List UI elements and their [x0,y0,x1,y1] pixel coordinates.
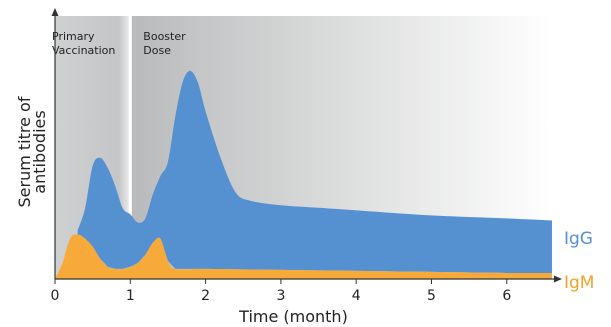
x-tick-label: 0 [51,288,60,304]
x-axis-arrow [553,275,562,283]
labels: Time (month) Serum titre ofantibodies IgG I… [15,96,594,326]
phase-label-line: Dose [143,44,171,57]
x-tick-label: 3 [276,288,285,304]
phase-label-line: Vaccination [52,44,115,57]
series-label-igm: IgM [564,273,594,293]
x-axis-label: Time (month) [238,307,348,326]
x-tick-label: 1 [126,288,135,304]
series-layer [55,70,552,279]
y-axis-label: Serum titre ofantibodies [15,96,49,207]
series-area-igg [77,70,552,273]
y-axis-label-line: Serum titre of [15,96,34,207]
y-axis-arrow [51,8,59,16]
x-tick-label: 4 [352,288,361,304]
x-tick-label: 6 [502,288,511,304]
phase-label-primary: Primary Vaccination [52,30,115,57]
phase-label-line: Primary [52,30,95,43]
phase-label-line: Booster [143,30,186,43]
series-label-igg: IgG [564,229,593,249]
axes: 0 1 2 3 4 5 6 [51,8,562,304]
x-tick-label: 2 [201,288,210,304]
series-area-igm [55,234,552,279]
phase-label-booster: Booster Dose [143,30,186,57]
x-tick-label: 5 [427,288,436,304]
y-axis-label-line: antibodies [30,110,49,193]
